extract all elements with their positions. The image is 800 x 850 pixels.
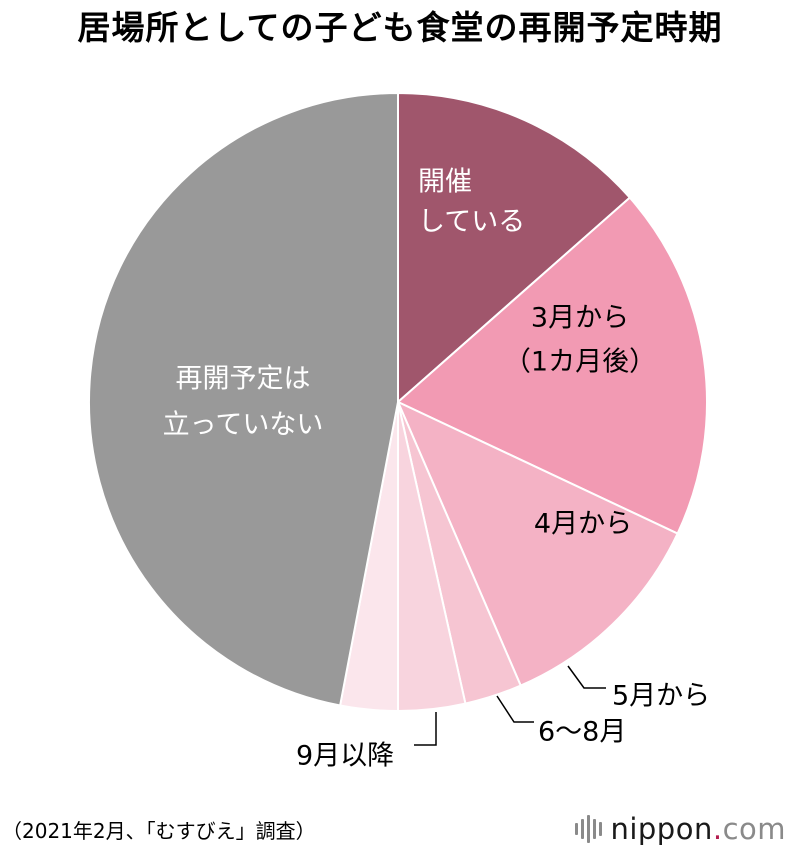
- slice-label: 開催: [418, 167, 472, 198]
- slice-label: 5月から: [612, 681, 710, 712]
- label-leader-line: [414, 712, 437, 746]
- slice-label: 立っていない: [163, 410, 324, 441]
- slice-label: 6〜8月: [538, 717, 626, 748]
- pie-slice: [396, 196, 708, 535]
- pie-slice: [88, 91, 399, 707]
- slice-label: 9月以降: [296, 741, 394, 772]
- label-leader-line: [496, 695, 534, 723]
- pie-slice: [397, 91, 632, 405]
- slice-label: 4月から: [534, 509, 632, 540]
- source-note: （2021年2月、「むすびえ」調査）: [2, 819, 316, 843]
- slice-label: している: [418, 207, 525, 238]
- slice-label: 3月から: [531, 303, 629, 334]
- brand-bars-icon: [575, 812, 603, 846]
- pie-slice: [396, 399, 679, 687]
- slice-label: 再開予定は: [176, 364, 311, 395]
- chart-title: 居場所としての子ども食堂の再開予定時期: [77, 8, 723, 47]
- nippon-logo: nippon.com: [575, 812, 786, 846]
- slice-label: （1カ月後）: [504, 347, 656, 378]
- brand-wordmark: nippon.com: [610, 812, 786, 846]
- label-leader-line: [567, 665, 606, 689]
